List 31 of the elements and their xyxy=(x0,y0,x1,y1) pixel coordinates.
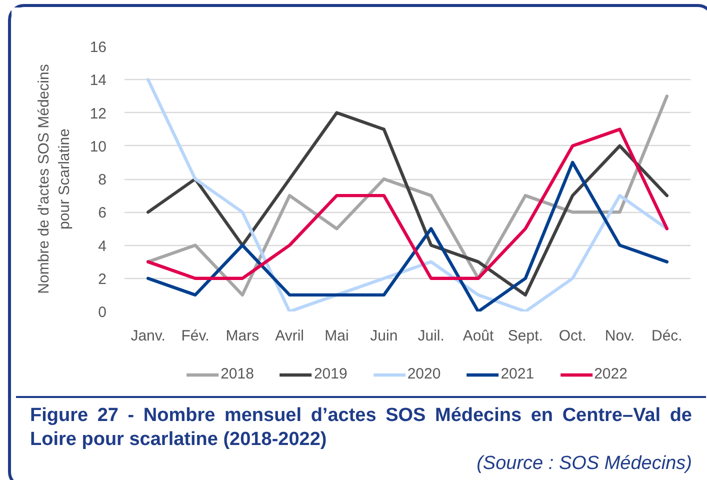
y-tick-label: 0 xyxy=(98,304,106,321)
text: (Source : SOS Médecins) xyxy=(476,452,692,476)
x-tick-label: Juin xyxy=(370,328,398,344)
x-tick-label: Oct. xyxy=(558,328,586,344)
y-tick-label: 2 xyxy=(98,270,106,288)
legend-label: 2021 xyxy=(500,366,534,382)
legend-label: 2019 xyxy=(314,366,348,382)
x-tick-label: Janv. xyxy=(130,328,166,344)
x-tick-label: Mars xyxy=(226,328,260,344)
x-tick-label: Avril xyxy=(275,328,304,344)
line-series xyxy=(146,128,669,280)
y-tick-label: 8 xyxy=(98,172,106,188)
y-tick-label: 4 xyxy=(98,238,106,255)
y-tick-label: 16 xyxy=(90,39,107,56)
legend-label: 2022 xyxy=(594,366,628,382)
x-tick-label: Juil. xyxy=(418,328,444,344)
y-tick-label: 10 xyxy=(90,138,107,156)
x-tick-label: Fév. xyxy=(181,328,210,344)
text: Figure 27 - Nombre mensuel d’actes SOS Médecins en Centre–Val de Loire pour scarlatine (2018-2022) xyxy=(30,404,692,452)
x-tick-label: Déc. xyxy=(651,328,682,344)
y-tick-label: 12 xyxy=(90,105,107,122)
y-axis-title: Nombre de d'actes SOS Médecins pour Scarlatine xyxy=(35,64,73,294)
y-tick-label: 14 xyxy=(90,72,107,90)
y-tick-label: 6 xyxy=(98,204,106,222)
x-tick-label: Mai xyxy=(324,328,349,344)
x-tick-label: Août xyxy=(462,328,495,344)
legend-label: 2020 xyxy=(407,366,441,382)
legend-label: 2018 xyxy=(220,366,254,382)
line-series xyxy=(146,160,669,312)
x-tick-label: Nov. xyxy=(604,328,635,344)
x-tick-label: Sept. xyxy=(508,328,543,344)
